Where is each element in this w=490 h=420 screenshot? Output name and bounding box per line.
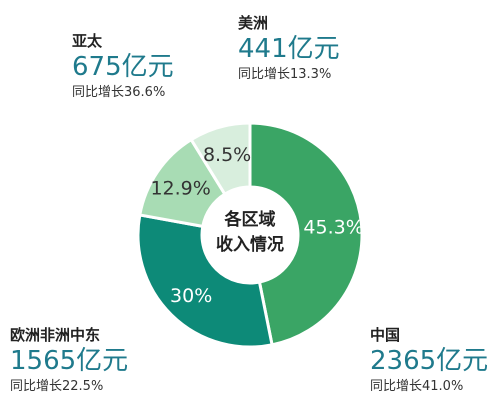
- region-growth: 同比增长22.5%: [10, 379, 104, 394]
- percent-label-america: 8.5%: [203, 144, 251, 166]
- region-growth: 同比增长41.0%: [370, 379, 464, 394]
- region-america: 美洲 441亿元 同比增长13.3%: [238, 14, 340, 83]
- center-label-line2: 收入情况: [216, 234, 284, 255]
- center-label-line1: 各区域: [224, 209, 276, 230]
- slices-group: [136, 121, 364, 349]
- slice-america: [189, 121, 252, 197]
- region-amount: 1565亿元: [10, 346, 129, 376]
- region-name: 中国: [370, 326, 401, 344]
- center-circle: [207, 192, 293, 278]
- region-growth: 同比增长13.3%: [238, 67, 332, 82]
- region-name: 亚太: [72, 32, 103, 50]
- region-growth: 同比增长36.6%: [72, 85, 166, 100]
- region-name: 美洲: [238, 14, 269, 32]
- percent-label-asia-pacific: 12.9%: [150, 178, 210, 200]
- slice-china: [248, 121, 364, 347]
- region-amount: 675亿元: [72, 52, 174, 82]
- percent-labels-group: 45.3% 30% 12.9% 8.5%: [150, 144, 363, 307]
- region-europe-africa-middle-east: 欧洲非洲中东 1565亿元 同比增长22.5%: [10, 326, 128, 395]
- region-asia-pacific: 亚太 675亿元 同比增长36.6%: [72, 32, 174, 101]
- region-name: 欧洲非洲中东: [10, 326, 101, 344]
- percent-label-china: 45.3%: [303, 217, 363, 239]
- region-amount: 2365亿元: [370, 346, 489, 376]
- region-china: 中国 2365亿元 同比增长41.0%: [370, 326, 488, 395]
- slice-europe-africa-middle-east: [136, 213, 274, 349]
- percent-label-europe-africa-middle-east: 30%: [170, 285, 212, 307]
- region-amount: 441亿元: [238, 34, 340, 64]
